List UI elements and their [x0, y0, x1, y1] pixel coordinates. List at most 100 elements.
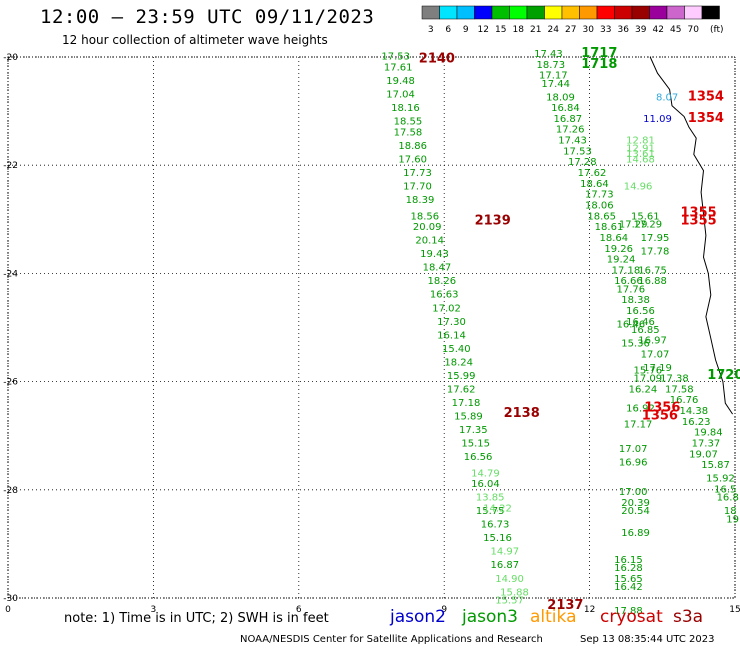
wave-height-point: 17.07 [641, 349, 670, 360]
wave-height-point: 20.39 [621, 498, 650, 509]
wave-height-point: 17.07 [619, 444, 648, 455]
wave-height-point: 15.40 [442, 344, 471, 355]
wave-height-point: 17.35 [459, 425, 488, 436]
wave-height-point: 1355 [681, 206, 717, 221]
wave-height-point: 16.75 [638, 265, 667, 276]
wave-height-point: 17.44 [541, 79, 570, 90]
wave-height-point: 17.61 [384, 63, 413, 74]
wave-height-point: 14.90 [495, 574, 524, 585]
wave-height-point: 14.96 [624, 182, 653, 193]
scale-label: 3 [428, 25, 434, 35]
wave-height-point: 19.24 [607, 255, 636, 266]
wave-height-point: 2139 [475, 214, 511, 229]
wave-height-point: 17.37 [692, 439, 721, 450]
wave-height-point: 18.38 [621, 295, 650, 306]
wave-height-point: 18.65 [587, 211, 616, 222]
wave-height-point: 18.61 [595, 222, 624, 233]
credit-line: NOAA/NESDIS Center for Satellite Applica… [240, 634, 543, 645]
scale-label: 30 [583, 25, 595, 35]
coastline [649, 56, 734, 415]
wave-height-point: 15.75 [476, 506, 505, 517]
scale-label: 6 [445, 25, 451, 35]
wave-height-point: 16.92 [626, 403, 655, 414]
wave-height-point: 1356 [642, 409, 678, 424]
wave-height-point: 17.29 [633, 219, 662, 230]
scale-label: 36 [618, 25, 630, 35]
wave-height-point: 20.54 [621, 506, 650, 517]
wave-height-point: 20.09 [413, 222, 442, 233]
wave-height-point: 16.66 [614, 276, 643, 287]
wave-height-point: 16.63 [430, 290, 459, 301]
wave-height-point: 17.60 [398, 155, 427, 166]
wave-height-point: 16.46 [626, 317, 655, 328]
legend-cryosat: cryosat [600, 607, 663, 627]
wave-height-point: 17.02 [432, 303, 461, 314]
wave-height-point: 16.56 [464, 452, 493, 463]
wave-height-point: 19 [726, 514, 739, 525]
scale-label: 70 [688, 25, 700, 35]
wave-height-point: 17.78 [641, 247, 670, 258]
wave-height-point: 17.95 [641, 233, 670, 244]
wave-height-point: 17.17 [624, 420, 653, 431]
legend-jason3: jason3 [462, 607, 518, 627]
wave-height-point: 17.53 [381, 52, 410, 63]
scale-label: 12 [478, 25, 489, 35]
y-tick-label: -26 [3, 378, 18, 388]
wave-height-point: 15.57 [495, 595, 524, 606]
wave-height-point: 1356 [644, 400, 680, 415]
wave-height-point: 17.09 [633, 374, 662, 385]
wave-height-point: 17.28 [568, 157, 597, 168]
wave-height-point: 14.97 [490, 547, 519, 558]
wave-height-point: 18.39 [406, 195, 435, 206]
wave-height-point: 15.92 [706, 474, 735, 485]
legend-jason2: jason2 [390, 607, 446, 627]
scale-label: 45 [670, 25, 681, 35]
color-scale: 3 6 9 12 15 18 21 24 27 30 33 36 39 42 45 70 (ft) [421, 5, 724, 35]
chart-title: 12:00 — 23:59 UTC 09/11/2023 [40, 6, 375, 28]
y-tick-label: -22 [3, 161, 18, 171]
wave-height-point: 18.73 [536, 60, 565, 71]
wave-height-point: 15.89 [454, 412, 483, 423]
wave-height-point: 19.26 [604, 244, 633, 255]
wave-height-point: 16.85 [631, 325, 660, 336]
wave-height-point: 17.88 [614, 606, 643, 617]
wave-height-point: 20.14 [415, 236, 444, 247]
wave-height-point: 19.48 [386, 76, 415, 87]
wave-height-point: 14.68 [626, 155, 655, 166]
wave-height-point: 16.8 [717, 493, 739, 504]
wave-height-point: 18.56 [410, 211, 439, 222]
wave-height-point: 1354 [688, 89, 724, 104]
wave-height-point: 16.89 [621, 528, 650, 539]
wave-height-point: 19.84 [694, 428, 723, 439]
wave-height-point: 16.46 [616, 320, 645, 331]
scale-label: 42 [653, 25, 664, 35]
wave-height-point: 18.26 [427, 276, 456, 287]
wave-height-point: 16.96 [619, 458, 648, 469]
legend-s3a: s3a [673, 607, 704, 627]
wave-height-point: 17.73 [585, 190, 614, 201]
wave-height-point: 17.04 [386, 90, 415, 101]
chart-subtitle: 12 hour collection of altimeter wave hei… [62, 33, 328, 47]
wave-height-point: 17.17 [539, 71, 568, 82]
wave-height-point: 15.16 [483, 533, 512, 544]
scale-label: 15 [495, 25, 506, 35]
x-tick-label: 12 [584, 605, 595, 615]
scale-label: 24 [548, 25, 560, 35]
wave-height-point: 18.64 [580, 179, 609, 190]
wave-height-point: 16.87 [553, 114, 582, 125]
wave-height-point: 17.38 [660, 374, 689, 385]
wave-height-point: 18.47 [423, 263, 452, 274]
wave-height-point: 18.06 [585, 201, 614, 212]
wave-height-point: 1355 [681, 214, 717, 229]
wave-height-point: 17.70 [403, 182, 432, 193]
scale-label: 18 [513, 25, 525, 35]
wave-height-point: 18.16 [391, 103, 420, 114]
wave-height-point: 15.99 [447, 371, 476, 382]
wave-height-point: 18.55 [394, 117, 423, 128]
wave-height-point: 14.79 [471, 468, 500, 479]
wave-height-point: 17.29 [619, 219, 648, 230]
wave-height-point: 17.53 [563, 146, 592, 157]
wave-height-point: 19.07 [689, 449, 718, 460]
y-tick-label: -20 [3, 53, 18, 63]
